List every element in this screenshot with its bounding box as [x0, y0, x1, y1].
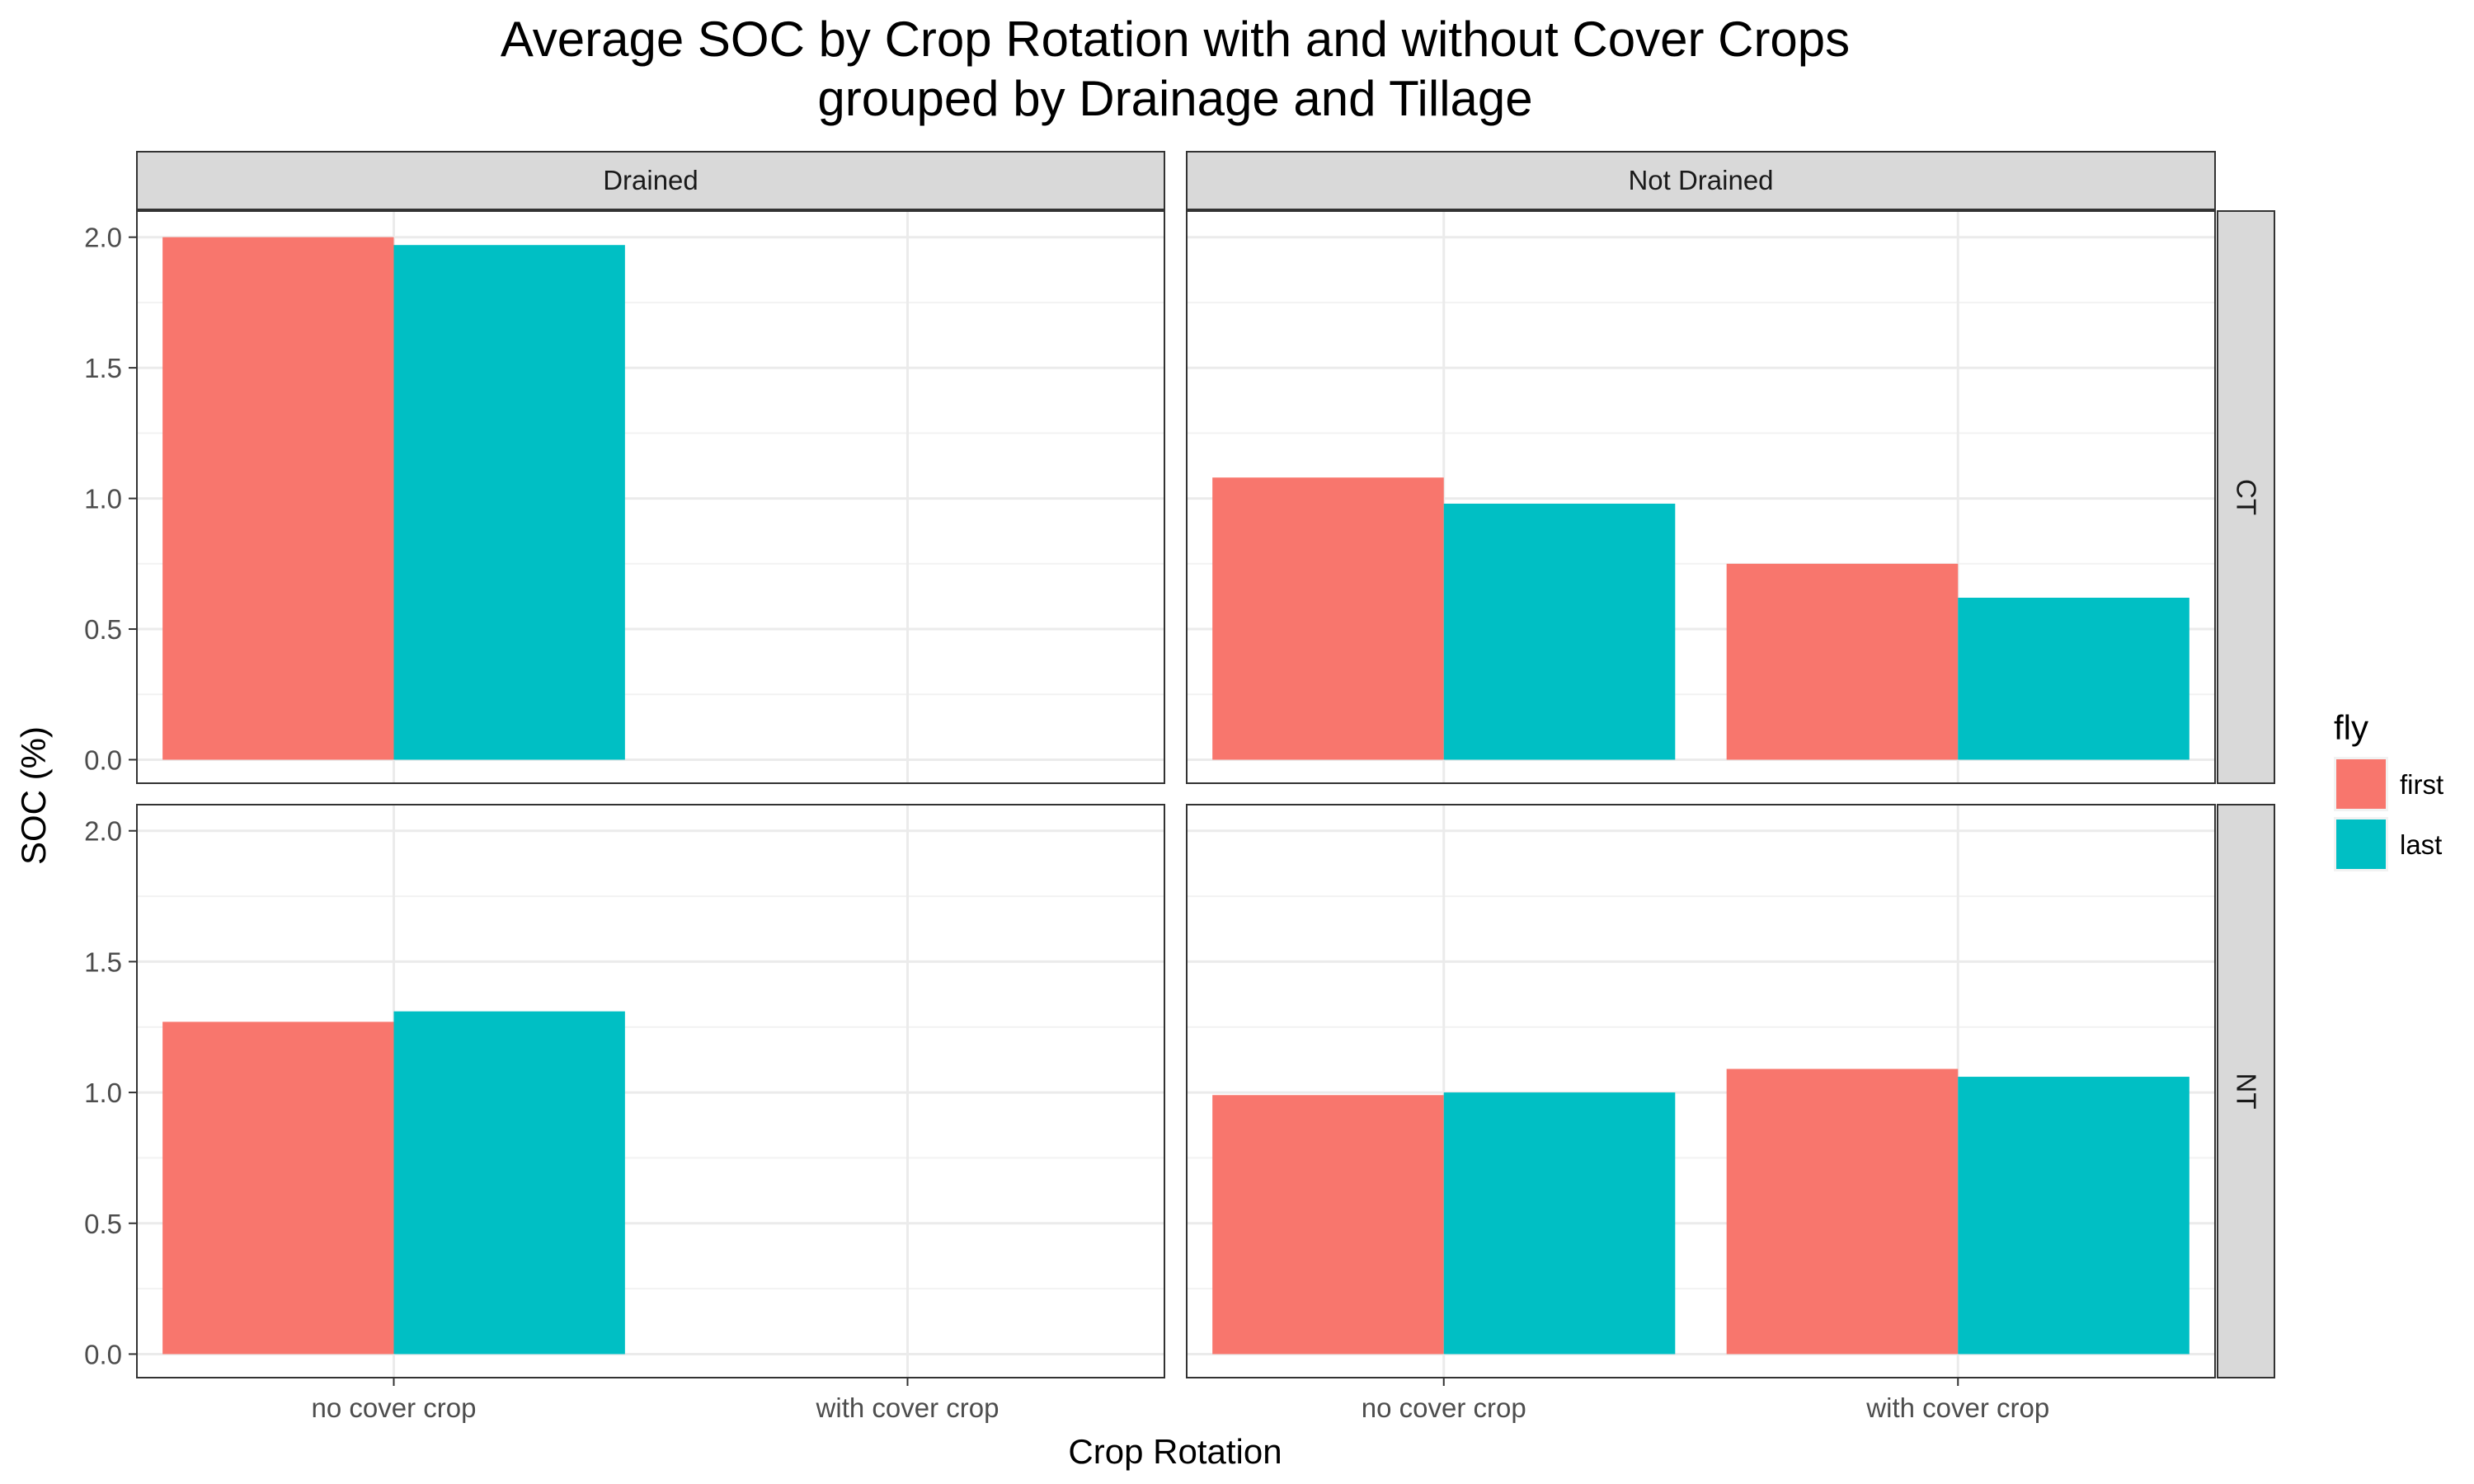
- legend-label-last: last: [2400, 829, 2442, 860]
- facet-strip-nt: [2217, 804, 2275, 1378]
- bar-last-no-cover-crop: [1443, 1092, 1676, 1355]
- chart-title-line-1: Average SOC by Crop Rotation with and wi…: [501, 12, 1850, 67]
- y-tick-label: 0.0: [84, 744, 122, 775]
- x-axis-title: Crop Rotation: [1068, 1432, 1282, 1471]
- y-tick-label: 0.5: [84, 1209, 122, 1239]
- y-axis-title: SOC (%): [14, 726, 53, 865]
- y-tick-label: 1.5: [84, 946, 122, 977]
- y-tick-label: 2.0: [84, 816, 122, 847]
- legend-swatch-last: [2336, 819, 2386, 869]
- facet-label-not-drained: Not Drained: [1628, 165, 1773, 195]
- y-tick-label: 1.0: [84, 484, 122, 514]
- y-tick-label: 1.0: [84, 1078, 122, 1108]
- bar-first-no-cover-crop: [1212, 477, 1444, 760]
- x-tick-label: no cover crop: [1362, 1392, 1526, 1423]
- y-tick-label: 2.0: [84, 223, 122, 253]
- panel-border: [136, 804, 1165, 1378]
- bar-last-no-cover-crop: [393, 245, 625, 760]
- facet-strip-drained: [136, 151, 1165, 210]
- bar-first-no-cover-crop: [162, 237, 394, 760]
- facet-label-ct: CT: [2232, 479, 2262, 515]
- bar-first-with-cover-crop: [1726, 1068, 1959, 1355]
- panel-border: [1186, 804, 2216, 1378]
- bar-last-no-cover-crop: [1443, 503, 1676, 760]
- panel-drained-ct: [136, 210, 1165, 784]
- bar-last-with-cover-crop: [1958, 1077, 2189, 1355]
- facet-label-nt: NT: [2232, 1073, 2262, 1110]
- panel-not-drained-nt: [1186, 804, 2216, 1378]
- y-tick-label: 0.0: [84, 1339, 122, 1369]
- facet-strip-ct: [2217, 210, 2275, 784]
- x-tick-label: with cover crop: [816, 1392, 999, 1423]
- x-tick-label: no cover crop: [312, 1392, 477, 1423]
- facet-panels: Drained Not Drained CT NT 0.0 0.5 1.0 1.5 2.0 0.0…: [84, 151, 2275, 1423]
- panel-border: [136, 210, 1165, 784]
- panel-drained-nt: [136, 804, 1165, 1378]
- bar-last-with-cover-crop: [1958, 598, 2189, 760]
- bar-first-no-cover-crop: [1212, 1095, 1444, 1355]
- bar-first-no-cover-crop: [162, 1021, 394, 1355]
- facet-label-drained: Drained: [603, 165, 698, 195]
- facet-strip-not-drained: [1186, 151, 2216, 210]
- legend: fly first last: [2334, 708, 2443, 871]
- panel-border: [1186, 210, 2216, 784]
- x-tick-label: with cover crop: [1865, 1392, 2049, 1423]
- legend-label-first: first: [2400, 769, 2443, 800]
- chart-title-line-2: grouped by Drainage and Tillage: [817, 71, 1532, 126]
- bar-first-with-cover-crop: [1726, 563, 1959, 760]
- bar-last-no-cover-crop: [393, 1011, 625, 1355]
- legend-swatch-first: [2336, 759, 2386, 809]
- y-tick-label: 1.5: [84, 353, 122, 383]
- legend-title: fly: [2334, 708, 2368, 747]
- panel-not-drained-ct: [1186, 210, 2216, 784]
- y-tick-label: 0.5: [84, 614, 122, 645]
